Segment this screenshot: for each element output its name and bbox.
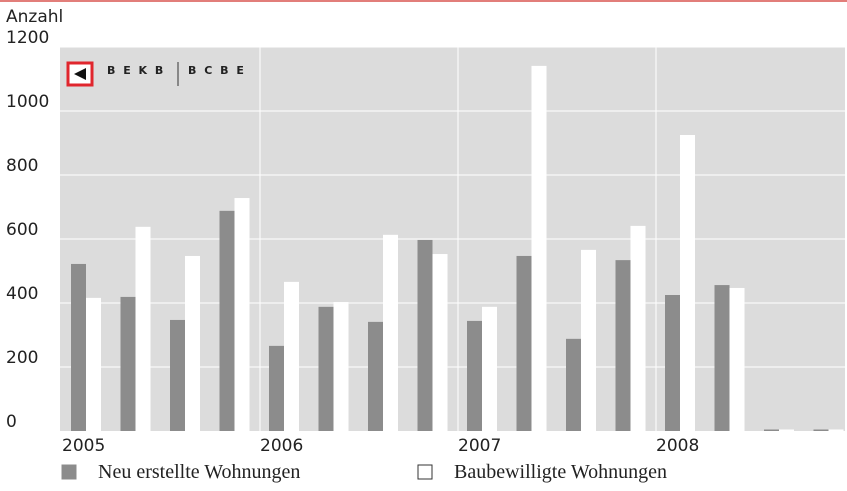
bar bbox=[185, 255, 200, 431]
legend-label: Neu erstellte Wohnungen bbox=[98, 461, 300, 483]
bar bbox=[714, 285, 730, 431]
y-tick-label: 400 bbox=[6, 284, 38, 304]
y-tick-label: 200 bbox=[6, 348, 38, 368]
bar bbox=[729, 287, 745, 431]
logo-text: B E K B bbox=[107, 64, 165, 77]
y-axis-label: Anzahl bbox=[6, 7, 63, 27]
y-tick-label: 600 bbox=[6, 220, 38, 240]
y-tick-label: 800 bbox=[6, 156, 38, 176]
bar bbox=[368, 321, 383, 431]
bar bbox=[516, 255, 532, 431]
x-tick-label: 2006 bbox=[260, 436, 303, 456]
bar bbox=[680, 135, 695, 431]
bar bbox=[630, 225, 646, 431]
bar bbox=[566, 338, 581, 431]
bar bbox=[432, 254, 448, 431]
bar bbox=[531, 65, 547, 431]
logo: B E K B B C B E bbox=[66, 61, 246, 87]
bar bbox=[383, 234, 398, 431]
bar bbox=[779, 429, 794, 431]
y-tick-label: 1000 bbox=[6, 92, 49, 112]
bar bbox=[284, 281, 299, 431]
bar bbox=[86, 297, 101, 431]
bar bbox=[581, 249, 596, 431]
bar bbox=[269, 345, 284, 431]
bar bbox=[615, 260, 631, 431]
bar bbox=[71, 263, 86, 431]
legend-swatch bbox=[61, 464, 77, 480]
bar bbox=[170, 319, 185, 431]
bar bbox=[764, 429, 779, 431]
bar bbox=[813, 429, 829, 431]
legend-label: Baubewilligte Wohnungen bbox=[454, 461, 667, 483]
bar bbox=[828, 429, 844, 431]
bar bbox=[120, 296, 136, 431]
bar bbox=[665, 295, 680, 431]
x-tick-label: 2008 bbox=[656, 436, 699, 456]
y-tick-label: 1200 bbox=[6, 28, 49, 48]
bar bbox=[417, 239, 433, 431]
logo-icon bbox=[74, 68, 86, 80]
y-tick-label: 0 bbox=[6, 412, 17, 432]
logo-text: B C B E bbox=[188, 64, 246, 77]
legend-swatch bbox=[417, 464, 433, 480]
bar bbox=[318, 306, 334, 431]
bar bbox=[234, 198, 250, 431]
bar bbox=[482, 306, 497, 431]
x-tick-label: 2005 bbox=[62, 436, 105, 456]
bar bbox=[135, 226, 151, 431]
x-tick-label: 2007 bbox=[458, 436, 501, 456]
bar bbox=[333, 302, 349, 431]
bar bbox=[219, 210, 235, 431]
bar bbox=[467, 320, 482, 431]
